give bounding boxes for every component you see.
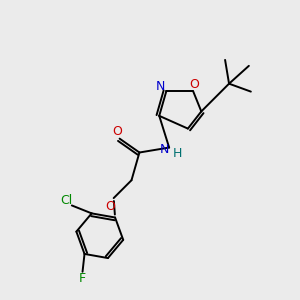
Text: O: O bbox=[105, 200, 115, 212]
Text: O: O bbox=[113, 125, 123, 138]
Text: Cl: Cl bbox=[60, 194, 72, 207]
Text: H: H bbox=[172, 147, 182, 160]
Text: N: N bbox=[160, 143, 169, 156]
Text: N: N bbox=[156, 80, 165, 93]
Text: F: F bbox=[79, 272, 86, 285]
Text: O: O bbox=[189, 78, 199, 91]
